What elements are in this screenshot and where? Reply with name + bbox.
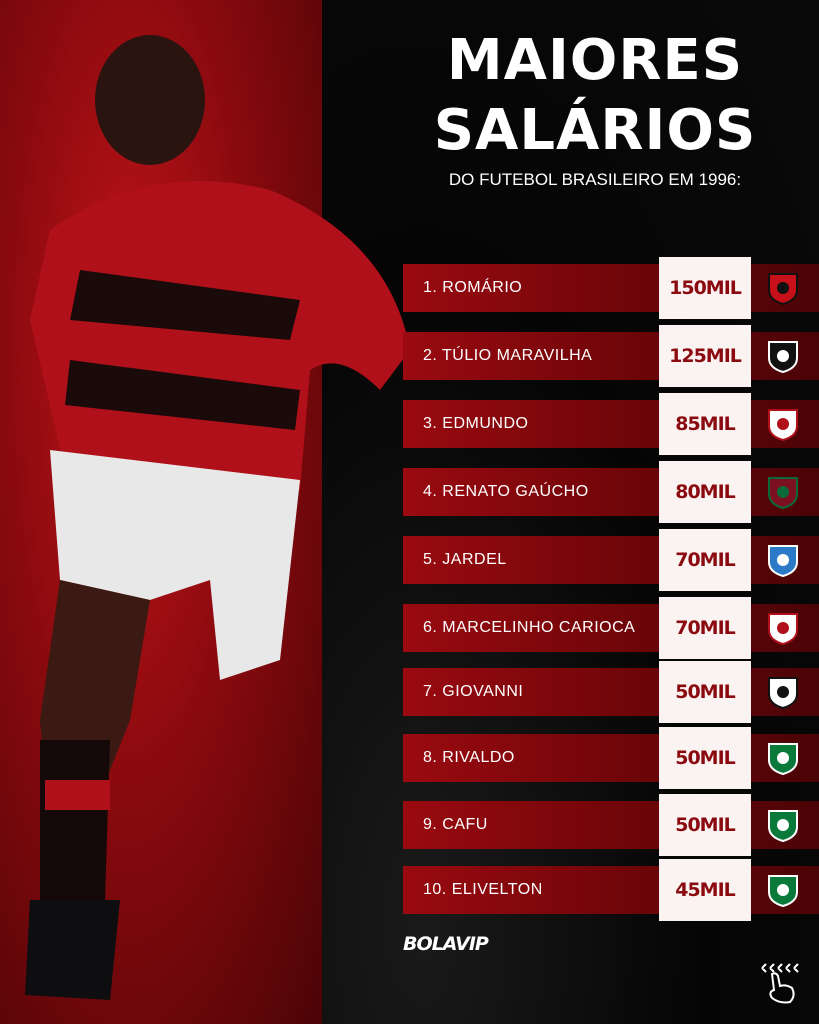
ranking-row: 3. EDMUNDO 85MIL xyxy=(403,393,819,455)
fluminense-crest-icon xyxy=(768,477,798,510)
salary-value: 50MIL xyxy=(659,727,751,789)
flamengo-crest-icon xyxy=(768,273,798,306)
subtitle: DO FUTEBOL BRASILEIRO EM 1996: xyxy=(448,170,742,189)
title-line-1: MAIORES xyxy=(446,28,744,93)
ranking-row: 4. RENATO GAÚCHO 80MIL xyxy=(403,461,819,523)
player-name: 10. ELIVELTON xyxy=(423,881,543,898)
player-name: 7. GIOVANNI xyxy=(423,683,524,700)
player-name: 9. CAFU xyxy=(423,816,488,833)
palmeiras-crest-icon xyxy=(768,810,798,843)
salary-value: 80MIL xyxy=(659,461,751,523)
player-photo xyxy=(25,35,410,1000)
corinthians-crest-icon xyxy=(768,613,798,646)
player-name: 6. MARCELINHO CARIOCA xyxy=(423,619,636,636)
ranking-row: 6. MARCELINHO CARIOCA 70MIL xyxy=(403,597,819,659)
palmeiras-crest-icon xyxy=(768,875,798,908)
salary-value: 85MIL xyxy=(659,393,751,455)
ranking-row: 7. GIOVANNI 50MIL xyxy=(403,661,819,723)
ranking-row: 8. RIVALDO 50MIL xyxy=(403,727,819,789)
salary-value: 125MIL xyxy=(659,325,751,387)
ranking-row: 5. JARDEL 70MIL xyxy=(403,529,819,591)
salary-value: 150MIL xyxy=(659,257,751,319)
ranking-row: 2. TÚLIO MARAVILHA 125MIL xyxy=(403,325,819,387)
corinthians-crest-icon xyxy=(768,409,798,442)
bolavip-logo: BOLAVIP xyxy=(403,933,489,955)
title-line-2: SALÁRIOS xyxy=(433,98,757,163)
player-name: 8. RIVALDO xyxy=(423,749,515,766)
player-name: 5. JARDEL xyxy=(423,551,507,568)
salary-value: 50MIL xyxy=(659,794,751,856)
player-name: 4. RENATO GAÚCHO xyxy=(423,483,589,500)
salary-value: 45MIL xyxy=(659,859,751,921)
player-name: 3. EDMUNDO xyxy=(423,415,529,432)
salary-value: 70MIL xyxy=(659,529,751,591)
gremio-crest-icon xyxy=(768,545,798,578)
salary-value: 70MIL xyxy=(659,597,751,659)
player-name: 1. ROMÁRIO xyxy=(423,279,523,296)
ranking-row: 9. CAFU 50MIL xyxy=(403,794,819,856)
player-name: 2. TÚLIO MARAVILHA xyxy=(423,347,593,364)
botafogo-crest-icon xyxy=(768,341,798,374)
ranking-row: 10. ELIVELTON 45MIL xyxy=(403,859,819,921)
swipe-hand-icon xyxy=(761,963,799,1004)
ranking-row: 1. ROMÁRIO 150MIL xyxy=(403,257,819,319)
santos-crest-icon xyxy=(768,677,798,710)
palmeiras-crest-icon xyxy=(768,743,798,776)
salary-value: 50MIL xyxy=(659,661,751,723)
